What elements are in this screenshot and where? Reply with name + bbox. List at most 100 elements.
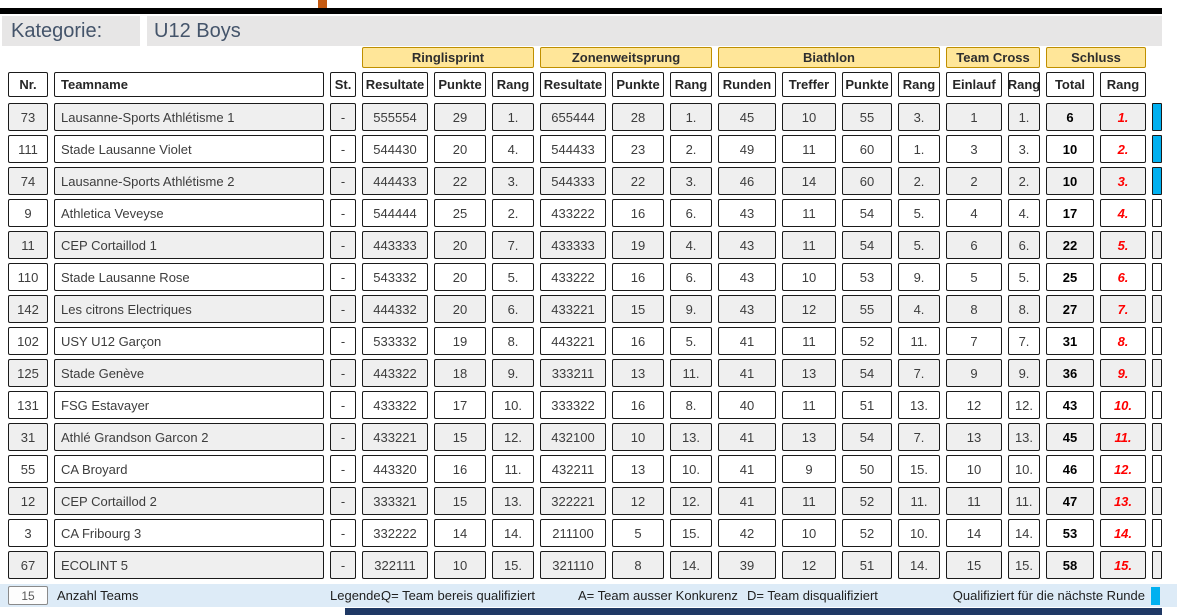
column-header-16: Rang [1100,72,1146,97]
qualified-marker [1152,455,1162,483]
cell-b_runden: 40 [718,391,776,419]
cell-z_res: 211100 [540,519,606,547]
cell-total: 22 [1046,231,1094,259]
cell-b_treffer: 14 [782,167,836,195]
cell-r1_rang: 5. [492,263,534,291]
cell-r1_res: 443320 [362,455,428,483]
qualified-marker [1152,519,1162,547]
cell-r1_res: 333321 [362,487,428,515]
cell-r1_pts: 14 [434,519,486,547]
cell-b_rang: 11. [898,327,940,355]
cell-z_rang: 6. [670,199,712,227]
cell-b_rang: 5. [898,199,940,227]
cell-z_rang: 12. [670,487,712,515]
cell-z_pts: 23 [612,135,664,163]
cell-team: Lausanne-Sports Athlétisme 2 [54,167,324,195]
cell-tc_rang: 12. [1008,391,1040,419]
column-header-6: Resultate [540,72,606,97]
cell-z_rang: 1. [670,103,712,131]
table-row: 12 CEP Cortaillod 2-333321 15 13. 322221 12 12… [8,487,1162,515]
cell-st: - [330,455,356,483]
cell-z_res: 432100 [540,423,606,451]
cell-b_treffer: 11 [782,135,836,163]
cell-st: - [330,295,356,323]
cell-b_runden: 41 [718,455,776,483]
cell-tc_rang: 8. [1008,295,1040,323]
cell-b_pts: 55 [842,295,892,323]
cell-nr: 31 [8,423,48,451]
cell-r1_pts: 15 [434,487,486,515]
cell-b_rang: 7. [898,359,940,387]
cell-r1_pts: 17 [434,391,486,419]
cell-total: 36 [1046,359,1094,387]
cell-rang: 13. [1100,487,1146,515]
table-row: 125 Stade Genève -443322 18 9. 333211 13 11. 41 1… [8,359,1162,387]
cell-b_treffer: 11 [782,391,836,419]
cell-rang: 14. [1100,519,1146,547]
legend-item-disqualifiziert: D= Team disqualifiziert [747,588,878,603]
cell-z_rang: 9. [670,295,712,323]
cell-st: - [330,199,356,227]
cell-tc_einlauf: 6 [946,231,1002,259]
cell-r1_rang: 14. [492,519,534,547]
cell-team: USY U12 Garçon [54,327,324,355]
cell-team: CEP Cortaillod 2 [54,487,324,515]
cell-b_rang: 3. [898,103,940,131]
cell-nr: 67 [8,551,48,579]
cell-st: - [330,327,356,355]
table-row: 3 CA Fribourg 3-332222 14 14. 211100 5 15. 42 10… [8,519,1162,547]
cell-b_pts: 54 [842,423,892,451]
cell-team: Athlé Grandson Garcon 2 [54,423,324,451]
qualified-marker [1152,487,1162,515]
cell-b_runden: 39 [718,551,776,579]
cell-rang: 7. [1100,295,1146,323]
cell-z_rang: 15. [670,519,712,547]
bottom-divider-bar [345,608,1162,615]
column-header-8: Rang [670,72,712,97]
cell-tc_rang: 11. [1008,487,1040,515]
cell-tc_rang: 15. [1008,551,1040,579]
cell-b_treffer: 13 [782,359,836,387]
cell-tc_einlauf: 3 [946,135,1002,163]
cell-z_res: 432211 [540,455,606,483]
legend-label: Legende: [330,588,385,603]
cell-tc_rang: 4. [1008,199,1040,227]
table-row: 111 Stade Lausanne Violet -544430 20 4. 54443… [8,135,1162,163]
cell-tc_einlauf: 10 [946,455,1002,483]
column-header-10: Treffer [782,72,836,97]
cell-r1_rang: 11. [492,455,534,483]
cell-b_pts: 54 [842,359,892,387]
cell-b_treffer: 10 [782,263,836,291]
cell-team: ECOLINT 5 [54,551,324,579]
qualified-marker [1152,231,1162,259]
cell-z_rang: 2. [670,135,712,163]
cell-b_pts: 51 [842,551,892,579]
cell-nr: 55 [8,455,48,483]
cell-rang: 15. [1100,551,1146,579]
cell-b_treffer: 12 [782,551,836,579]
cell-tc_einlauf: 15 [946,551,1002,579]
cell-total: 43 [1046,391,1094,419]
cell-b_pts: 54 [842,231,892,259]
cell-b_pts: 52 [842,487,892,515]
cell-nr: 131 [8,391,48,419]
qualified-marker [1152,551,1162,579]
cell-z_pts: 16 [612,263,664,291]
cell-r1_rang: 8. [492,327,534,355]
cell-tc_einlauf: 5 [946,263,1002,291]
legend-band [0,584,1177,607]
cell-r1_rang: 13. [492,487,534,515]
category-label-box: Kategorie: [2,16,140,46]
table-body: 73 Lausanne-Sports Athlétisme 1-555554 29 1… [8,103,1162,579]
cell-z_pts: 16 [612,199,664,227]
results-table: Ringlisprint Zonenweitsprung Biathlon Team … [8,47,1162,583]
column-header-14: Rang [1008,72,1040,97]
cell-b_runden: 46 [718,167,776,195]
cell-b_runden: 45 [718,103,776,131]
table-row: 9 Athletica Veveyse -544444 25 2. 433222 16 6. 4… [8,199,1162,227]
cell-st: - [330,103,356,131]
column-header-4: Punkte [434,72,486,97]
table-row: 73 Lausanne-Sports Athlétisme 1-555554 29 1… [8,103,1162,131]
qualified-marker [1152,423,1162,451]
qualified-next-round-label: Qualifiziert für die nächste Runde [952,588,1145,603]
